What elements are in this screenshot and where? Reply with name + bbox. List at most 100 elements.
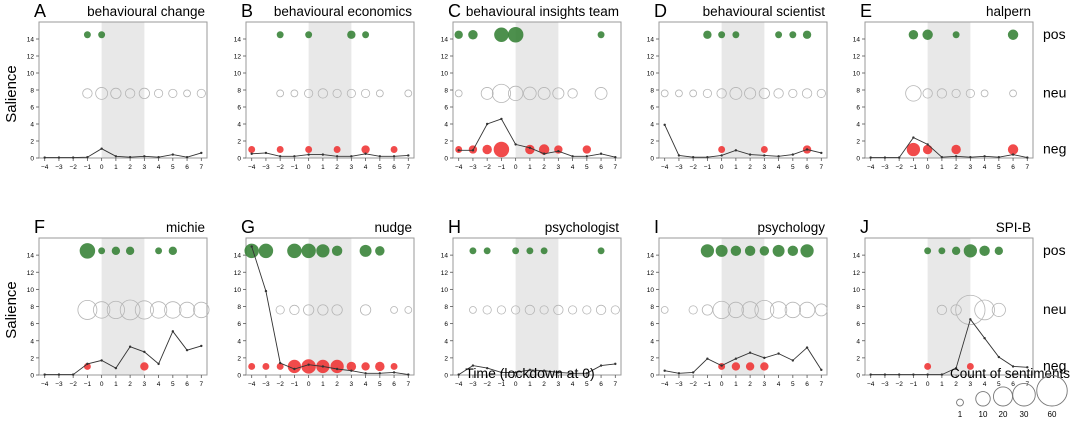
neu-bubble bbox=[134, 300, 154, 320]
neu-bubble bbox=[537, 87, 551, 100]
x-tick-label: 7 bbox=[1025, 381, 1029, 388]
pos-bubble bbox=[802, 30, 812, 39]
neu-bubble bbox=[801, 88, 813, 99]
x-tick-label: 5 bbox=[791, 381, 795, 388]
x-tick-label: 4 bbox=[157, 381, 161, 388]
pos-bubble bbox=[469, 247, 477, 255]
salience-point bbox=[278, 155, 282, 158]
x-tick-label: 2 bbox=[748, 381, 752, 388]
salience-point bbox=[1011, 365, 1015, 368]
salience-point bbox=[954, 366, 958, 370]
x-tick-label: −3 bbox=[469, 381, 477, 388]
pos-bubble bbox=[951, 246, 961, 256]
y-tick-label: 2 bbox=[444, 139, 448, 146]
salience-point bbox=[820, 368, 823, 372]
neg-bubble bbox=[346, 361, 357, 372]
x-tick-label: 6 bbox=[1011, 381, 1015, 388]
salience-line bbox=[458, 118, 616, 158]
x-tick-label: −4 bbox=[41, 381, 49, 388]
x-tick-label: 6 bbox=[185, 164, 189, 171]
salience-point bbox=[614, 155, 617, 159]
neu-bubble bbox=[798, 301, 816, 319]
salience-point bbox=[706, 155, 709, 159]
panel-letter: F bbox=[34, 217, 45, 237]
salience-point bbox=[485, 366, 489, 370]
neu-bubble bbox=[689, 89, 698, 98]
salience-line bbox=[870, 318, 1028, 376]
pos-bubble bbox=[744, 245, 756, 257]
y-tick-label: 2 bbox=[856, 139, 860, 146]
salience-point bbox=[897, 373, 901, 376]
pos-bubble bbox=[494, 27, 509, 42]
x-tick-label: 3 bbox=[557, 164, 561, 171]
row-label-neg: neg bbox=[1043, 141, 1066, 157]
x-tick-label: 3 bbox=[350, 381, 354, 388]
neu-bubble bbox=[727, 301, 745, 319]
neu-bubble bbox=[701, 304, 714, 316]
neu-bubble bbox=[729, 87, 743, 100]
x-tick-label: 4 bbox=[571, 164, 575, 171]
y-tick-label: 14 bbox=[441, 253, 449, 260]
row-label-neg: neg bbox=[1043, 357, 1066, 373]
salience-point bbox=[350, 369, 353, 372]
neu-bubble bbox=[595, 304, 607, 316]
x-tick-label: −2 bbox=[276, 164, 284, 171]
salience-point bbox=[457, 373, 460, 376]
neu-bubble bbox=[119, 299, 141, 321]
panel-letter: C bbox=[448, 1, 461, 21]
neu-bubble bbox=[469, 306, 477, 314]
neu-bubble bbox=[784, 301, 801, 319]
lockdown-shading bbox=[927, 22, 971, 158]
salience-point bbox=[71, 373, 75, 376]
salience-point bbox=[350, 155, 353, 158]
pos-bubble bbox=[316, 244, 330, 258]
salience-point bbox=[706, 357, 709, 360]
y-tick-label: 4 bbox=[237, 338, 241, 345]
neu-bubble bbox=[582, 305, 592, 315]
salience-point bbox=[128, 345, 132, 348]
neu-bubble bbox=[567, 88, 578, 99]
neu-bubble bbox=[110, 87, 122, 100]
pos-bubble bbox=[963, 244, 978, 258]
neg-bubble bbox=[922, 144, 933, 155]
panel-letter: E bbox=[860, 1, 872, 21]
neu-bubble bbox=[905, 85, 922, 102]
x-tick-label: 6 bbox=[392, 164, 396, 171]
panel-letter: J bbox=[860, 217, 869, 237]
x-tick-label: 1 bbox=[528, 164, 532, 171]
salience-line bbox=[44, 148, 202, 159]
salience-point bbox=[614, 362, 617, 366]
x-tick-label: −3 bbox=[675, 381, 683, 388]
salience-point bbox=[763, 154, 766, 157]
salience-point bbox=[869, 156, 872, 159]
x-tick-label: −2 bbox=[483, 381, 491, 388]
y-tick-label: 8 bbox=[30, 304, 34, 311]
salience-point bbox=[542, 152, 546, 155]
pos-bubble bbox=[924, 247, 932, 255]
x-tick-label: 0 bbox=[307, 164, 311, 171]
salience-point bbox=[940, 373, 944, 376]
neg-bubble bbox=[924, 362, 932, 370]
neu-bubble bbox=[331, 304, 343, 316]
salience-point bbox=[185, 348, 189, 352]
neu-bubble bbox=[154, 88, 164, 98]
salience-point bbox=[791, 359, 795, 362]
neu-bubble bbox=[610, 305, 620, 315]
x-tick-label: 1 bbox=[940, 381, 944, 388]
y-tick-label: 8 bbox=[444, 304, 448, 311]
neg-bubble bbox=[482, 144, 492, 155]
salience-point bbox=[691, 371, 695, 374]
y-tick-label: 6 bbox=[30, 321, 34, 328]
pos-bubble bbox=[507, 26, 524, 43]
salience-point bbox=[677, 372, 681, 375]
x-tick-label: 3 bbox=[143, 164, 147, 171]
y-tick-label: 14 bbox=[234, 37, 242, 44]
y-tick-label: 6 bbox=[237, 105, 241, 112]
neg-bubble bbox=[330, 359, 344, 374]
pos-bubble bbox=[155, 247, 163, 255]
lockdown-shading bbox=[101, 22, 145, 158]
neu-bubble bbox=[332, 88, 342, 98]
